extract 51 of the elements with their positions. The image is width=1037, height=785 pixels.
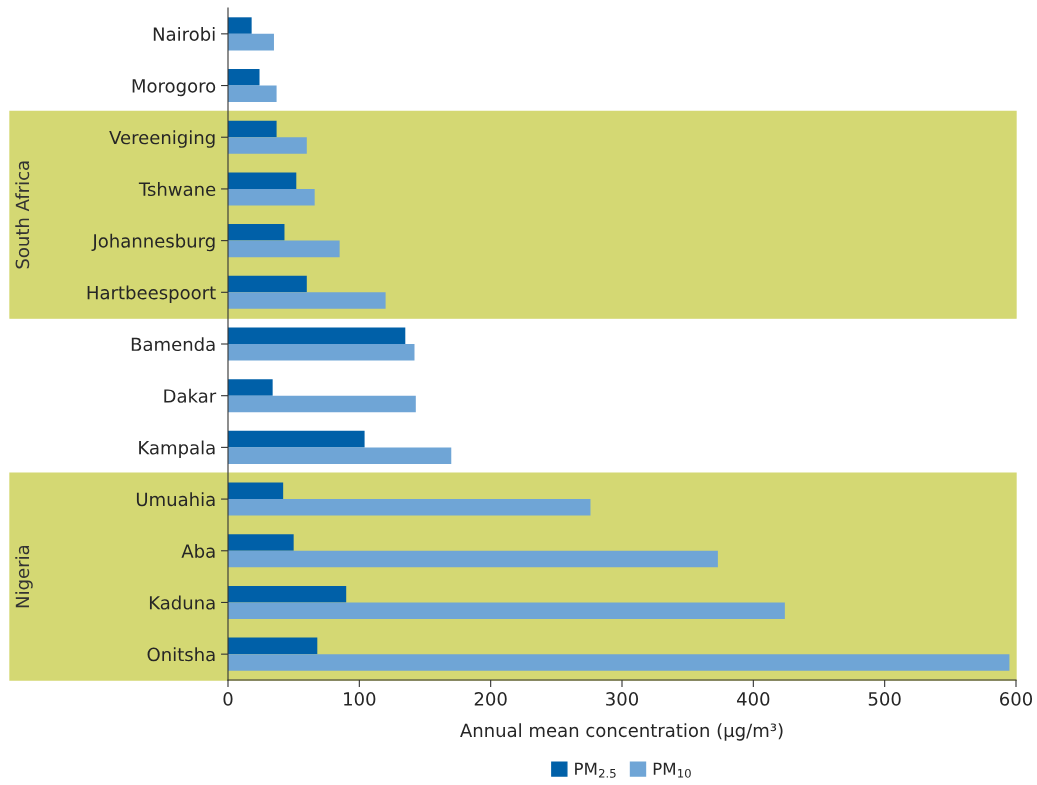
bar (228, 654, 1010, 671)
y-tick-label: Nairobi (153, 26, 215, 41)
x-tick-label: 200 (474, 692, 507, 706)
bar (228, 17, 252, 34)
legend-label: PM$_{2.5}$ (575, 762, 616, 778)
y-tick-label: Tshwane (138, 182, 216, 197)
x-tick-label: 400 (736, 692, 770, 706)
bar (228, 344, 415, 361)
bar (228, 292, 386, 309)
bar (228, 585, 347, 603)
bar (228, 430, 365, 448)
y-tick-label: Dakar (164, 388, 217, 403)
bar (228, 275, 307, 293)
x-tick-label: 0 (223, 692, 233, 706)
y-tick-label: Hartbeespoort (87, 285, 216, 303)
bar (228, 33, 274, 51)
legend-label: PM$_{10}$ (653, 762, 691, 778)
bar (228, 224, 285, 241)
x-tick-label: 300 (606, 692, 639, 706)
bar (228, 120, 277, 138)
x-axis-title: Annual mean concentration (µg/m³) (460, 723, 783, 741)
band-label: Nigeria (15, 545, 33, 608)
y-tick-label: Onitsha (147, 647, 215, 662)
bar (228, 85, 277, 103)
bar (228, 482, 284, 500)
bar (228, 395, 416, 413)
bar (228, 637, 318, 655)
y-tick-label: Kampala (139, 440, 215, 458)
bar (228, 172, 297, 189)
x-tick-label: 600 (1000, 692, 1033, 706)
y-tick-label: Morogoro (132, 79, 216, 97)
bar (228, 499, 591, 516)
y-tick-label: Kaduna (149, 595, 215, 610)
bar (228, 534, 294, 551)
y-tick-label: Umuahia (136, 492, 215, 507)
bar (228, 550, 718, 568)
bar (228, 602, 785, 619)
y-tick-label: Vereeniging (109, 130, 215, 148)
bar (228, 447, 452, 464)
bar (228, 69, 260, 86)
y-tick-label: Johannesburg (91, 233, 215, 252)
band-label: South Africa (15, 161, 30, 269)
bar (228, 379, 273, 396)
bar (228, 327, 406, 344)
y-tick-label: Bamenda (131, 337, 215, 352)
x-tick-label: 500 (868, 692, 901, 706)
bar (228, 137, 307, 154)
bar (228, 240, 340, 258)
x-tick-label: 100 (344, 692, 376, 706)
bar (228, 188, 315, 206)
y-tick-label: Aba (181, 543, 215, 558)
